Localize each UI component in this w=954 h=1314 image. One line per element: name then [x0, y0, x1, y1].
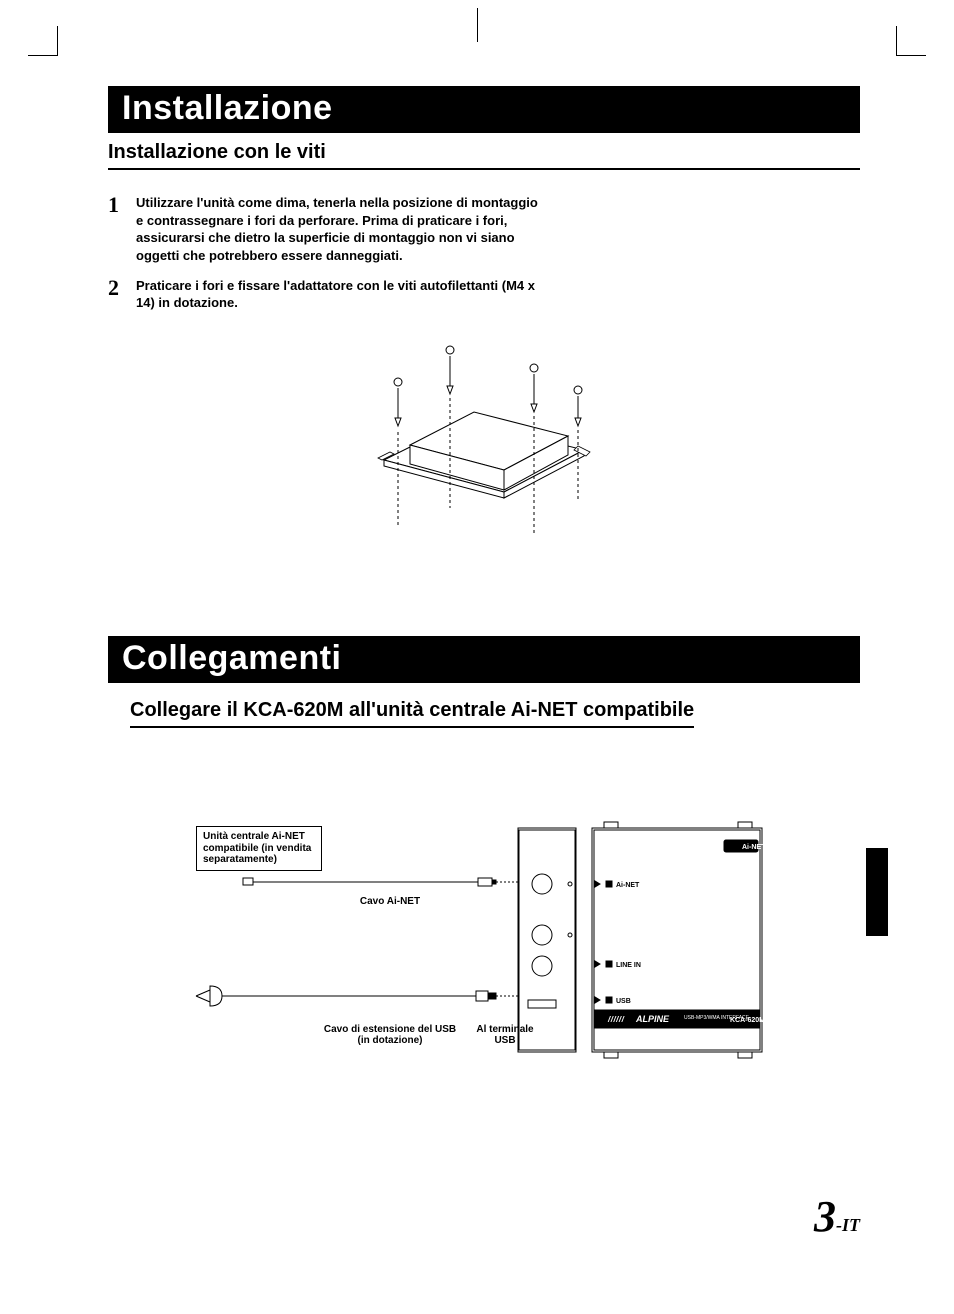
section-installazione-subtitle: Installazione con le viti — [108, 141, 860, 170]
crop-mark-tl — [28, 26, 58, 56]
section-installazione-header: Installazione — [108, 86, 860, 133]
page-number-suffix: -IT — [836, 1215, 860, 1235]
step-1: 1 Utilizzare l'unità come dima, tenerla … — [108, 194, 548, 264]
side-tab — [866, 848, 888, 936]
step-number: 2 — [108, 277, 136, 299]
section-collegamenti-header: Collegamenti — [108, 636, 860, 683]
section-collegamenti-subtitle: Collegare il KCA-620M all'unità centrale… — [130, 699, 694, 728]
page-content: Installazione Installazione con le viti … — [108, 86, 860, 1254]
step-number: 1 — [108, 194, 136, 216]
head-unit-label-box: Unità centrale Ai-NET compatibile (in ve… — [196, 826, 322, 871]
cable-usb-ext-label: Cavo di estensione del USB (in dotazione… — [320, 1024, 460, 1046]
step-text: Praticare i fori e fissare l'adattatore … — [136, 277, 548, 312]
page-number: 3-IT — [814, 1191, 860, 1242]
step-2: 2 Praticare i fori e fissare l'adattator… — [108, 277, 548, 312]
cable-ainet-label: Cavo Ai-NET — [340, 896, 440, 907]
page-number-value: 3 — [814, 1192, 836, 1241]
mounting-diagram — [354, 340, 614, 550]
crop-mark-tr — [896, 26, 926, 56]
crop-mark-tc — [477, 8, 478, 42]
head-unit-label: Unità centrale Ai-NET compatibile (in ve… — [203, 831, 311, 865]
cable-usb-term-label: Al terminale USB — [470, 1024, 540, 1046]
step-text: Utilizzare l'unità come dima, tenerla ne… — [136, 194, 548, 264]
